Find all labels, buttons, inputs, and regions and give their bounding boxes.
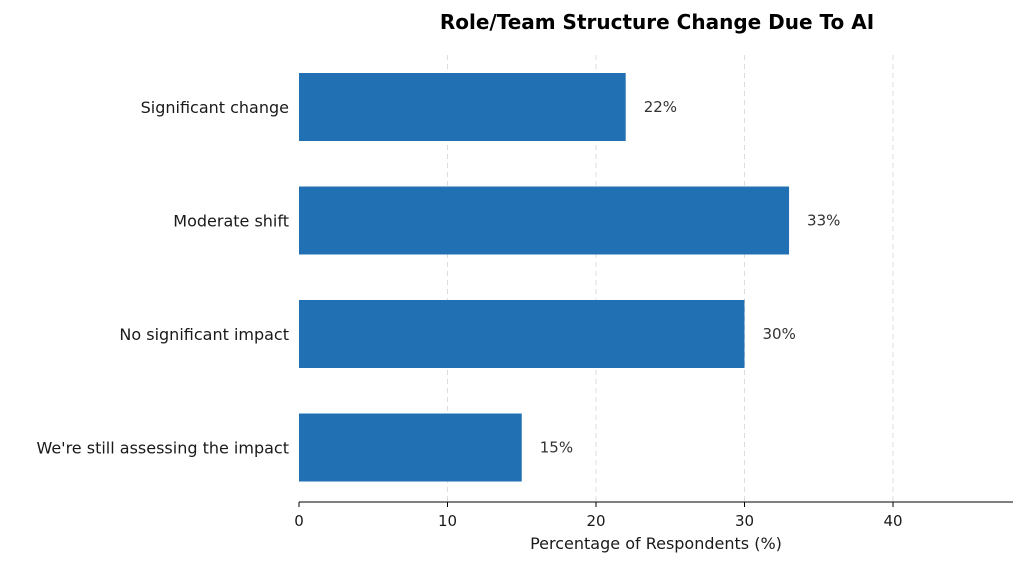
bar [299, 300, 745, 368]
bars [299, 73, 790, 482]
x-tick-label: 40 [883, 512, 902, 530]
data-label: 33% [807, 212, 840, 230]
value-labels: 22% 33% 30% 15% [540, 98, 841, 457]
chart-title: Role/Team Structure Change Due To AI [440, 10, 874, 34]
x-tick-label: 0 [294, 512, 304, 530]
bar [299, 413, 522, 482]
x-axis-label: Percentage of Respondents (%) [530, 534, 782, 553]
bar [299, 186, 790, 255]
category-label: Significant change [141, 98, 289, 117]
x-tick-label: 30 [735, 512, 754, 530]
category-label: Moderate shift [173, 212, 289, 231]
x-tick-label: 20 [586, 512, 605, 530]
category-labels: Significant change Moderate shift No signi… [36, 98, 289, 458]
data-label: 15% [540, 439, 573, 457]
bar [299, 73, 626, 141]
category-label: We're still assessing the impact [36, 439, 289, 458]
x-axis-ticks: 0 10 20 30 40 [294, 502, 903, 530]
category-label: No significant impact [119, 325, 289, 344]
data-label: 22% [644, 98, 677, 116]
data-label: 30% [763, 325, 796, 343]
x-tick-label: 10 [438, 512, 457, 530]
